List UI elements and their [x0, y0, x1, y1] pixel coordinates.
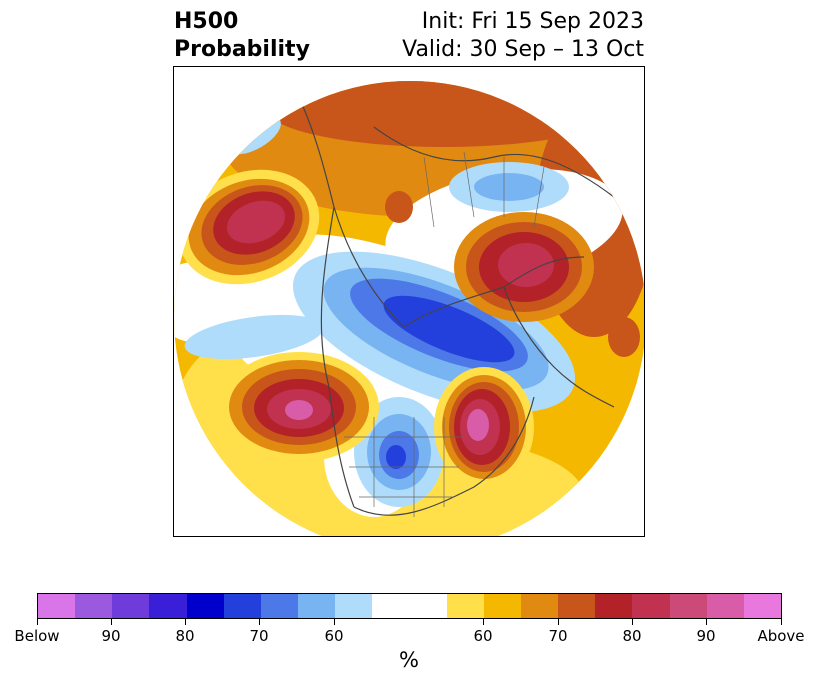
neutral-zone-west	[174, 262, 234, 342]
colorbar-segment	[669, 594, 707, 618]
colorbar-segment	[558, 594, 596, 618]
europe-asia-borders	[423, 151, 545, 228]
coastlines	[293, 86, 615, 516]
colorbar-segment	[75, 594, 113, 618]
colorbar-tick-label: 90	[101, 627, 121, 645]
colorbar-segment	[335, 594, 373, 618]
colorbar-segment	[38, 594, 76, 618]
colorbar-tick-label: 60	[324, 627, 344, 645]
above-85-alaska	[226, 200, 286, 244]
colorbar-unit-label: %	[399, 648, 419, 672]
below-75-us	[386, 445, 406, 469]
coastline-eurasia	[373, 126, 615, 198]
title-line-1: H500	[174, 9, 239, 34]
colorbar-segment	[483, 594, 522, 618]
colorbar-tick-label: 80	[622, 627, 642, 645]
colorbar-segment	[743, 594, 782, 618]
colorbar-tick	[558, 619, 559, 625]
colorbar-segment	[706, 594, 744, 618]
date-info: Init: Fri 15 Sep 2023 Valid: 30 Sep – 13…	[402, 8, 644, 64]
title-line-2: Probability	[174, 37, 310, 62]
anomaly-field	[174, 81, 644, 536]
colorbar-segment	[112, 594, 150, 618]
colorbar-segment	[595, 594, 633, 618]
colorbar-tick	[259, 619, 260, 625]
colorbar	[37, 593, 782, 619]
above-75-east-edge	[608, 317, 640, 357]
political-borders	[344, 151, 545, 517]
probability-map	[173, 66, 645, 537]
colorbar-segment	[186, 594, 224, 618]
colorbar-segment-neutral	[372, 594, 447, 618]
coastline-arctic	[403, 256, 585, 328]
colorbar-tick	[334, 619, 335, 625]
colorbar-tick-label: 70	[548, 627, 568, 645]
colorbar-tick	[483, 619, 484, 625]
colorbar-tick	[632, 619, 633, 625]
above-90-eatl	[467, 409, 489, 441]
colorbar-segment	[298, 594, 336, 618]
init-date: Init: Fri 15 Sep 2023	[421, 9, 644, 34]
colorbar-tick-label: 90	[696, 627, 716, 645]
us-state-borders	[344, 417, 464, 517]
colorbar-tick-label: Below	[14, 627, 60, 645]
colorbar-tick	[111, 619, 112, 625]
below-75-arctic	[383, 295, 515, 363]
colorbar-tick	[706, 619, 707, 625]
colorbar-segment	[149, 594, 187, 618]
above-85-siberia	[498, 243, 554, 287]
colorbar-tick	[37, 619, 38, 625]
colorbar-tick-label: 80	[175, 627, 195, 645]
above-90-npacific	[285, 400, 313, 420]
colorbar-segment	[260, 594, 299, 618]
below-65-scandinavia	[474, 173, 544, 201]
valid-date: Valid: 30 Sep – 13 Oct	[402, 37, 644, 62]
colorbar-segment	[521, 594, 559, 618]
colorbar-tick	[781, 619, 782, 625]
coastline-us-east	[353, 396, 535, 516]
colorbar-segment	[632, 594, 670, 618]
coastline-greenland	[503, 286, 615, 408]
map-canvas	[174, 81, 644, 536]
colorbar-tick-label: 60	[473, 627, 493, 645]
above-zone-arctic-edge	[264, 81, 624, 147]
map-title: H500 Probability	[174, 8, 310, 64]
colorbar-segment	[223, 594, 261, 618]
colorbar-tick	[185, 619, 186, 625]
coastline-pacific	[320, 206, 355, 508]
below-60-bering	[184, 314, 324, 360]
colorbar-tick-label: Above	[757, 627, 805, 645]
colorbar-tick-label: 70	[249, 627, 269, 645]
colorbar-segment	[446, 594, 484, 618]
above-75-europe	[385, 191, 413, 223]
